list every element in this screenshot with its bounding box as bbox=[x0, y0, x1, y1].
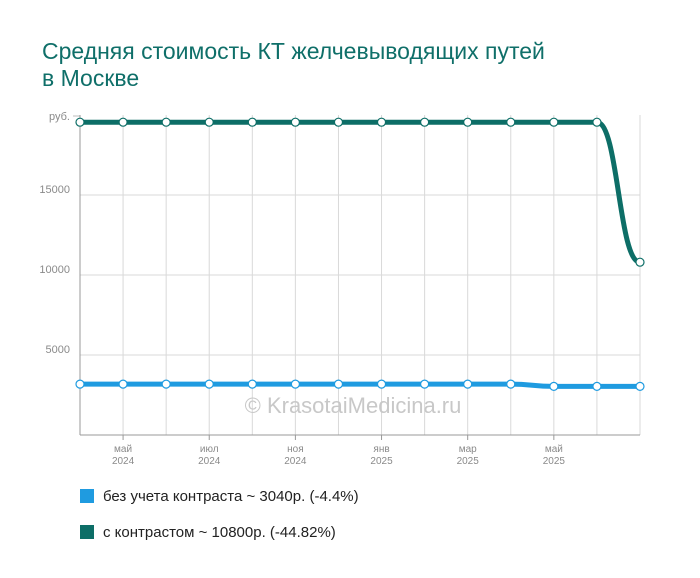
data-point bbox=[463, 379, 473, 389]
watermark: © KrasotaiMedicina.ru bbox=[245, 393, 462, 418]
x-tick-label-month: май bbox=[114, 444, 132, 455]
data-point bbox=[118, 379, 128, 389]
legend-swatch bbox=[80, 525, 94, 539]
chart-title-line-1: Средняя стоимость КТ желчевыводящих путе… bbox=[42, 38, 545, 64]
data-point bbox=[290, 117, 300, 127]
data-point bbox=[506, 379, 516, 389]
data-point bbox=[75, 117, 85, 127]
x-tick-label-month: ноя bbox=[287, 444, 304, 455]
data-point bbox=[592, 381, 602, 391]
data-point bbox=[635, 257, 645, 267]
chart-title-line-2: в Москве bbox=[42, 65, 140, 91]
x-tick-label-month: май bbox=[545, 444, 563, 455]
data-point bbox=[420, 379, 430, 389]
data-point bbox=[161, 379, 171, 389]
data-point bbox=[333, 379, 344, 389]
data-point bbox=[463, 117, 473, 127]
x-tick-label-year: 2025 bbox=[370, 456, 393, 467]
data-point bbox=[204, 379, 214, 389]
data-point bbox=[549, 117, 559, 127]
data-point bbox=[420, 117, 430, 127]
x-tick-label-year: 2025 bbox=[457, 456, 480, 467]
legend-swatch bbox=[80, 489, 94, 503]
data-point bbox=[333, 117, 344, 127]
x-tick-label-year: 2025 bbox=[543, 456, 566, 467]
y-unit-label: руб. bbox=[49, 111, 70, 123]
data-point bbox=[549, 381, 559, 391]
data-point bbox=[247, 379, 257, 389]
y-tick-label: 15000 bbox=[39, 184, 70, 196]
x-tick-label-year: 2024 bbox=[198, 456, 221, 467]
series-line-0 bbox=[77, 381, 643, 389]
x-tick-label-month: янв bbox=[373, 444, 389, 455]
legend: без учета контраста ~ 3040р. (-4.4%) с к… bbox=[80, 486, 359, 558]
legend-item-with-contrast[interactable]: с контрастом ~ 10800р. (-44.82%) bbox=[80, 522, 359, 542]
data-point bbox=[118, 117, 128, 127]
x-tick-label-month: июл bbox=[200, 444, 219, 455]
data-point bbox=[592, 117, 602, 127]
data-point bbox=[75, 379, 85, 389]
data-point bbox=[290, 379, 300, 389]
chart-series bbox=[75, 117, 645, 391]
data-point bbox=[204, 117, 214, 127]
series-line-1 bbox=[77, 119, 643, 265]
chart-title: Средняя стоимость КТ желчевыводящих путе… bbox=[42, 38, 662, 92]
y-tick-label: 5000 bbox=[46, 344, 70, 356]
data-point bbox=[376, 379, 387, 389]
y-tick-label: 10000 bbox=[39, 264, 70, 276]
data-point bbox=[506, 117, 516, 127]
data-point bbox=[161, 117, 171, 127]
legend-item-no-contrast[interactable]: без учета контраста ~ 3040р. (-4.4%) bbox=[80, 486, 359, 506]
legend-label: с контрастом ~ 10800р. (-44.82%) bbox=[103, 523, 336, 541]
data-point bbox=[247, 117, 257, 127]
x-tick-label-year: 2024 bbox=[284, 456, 307, 467]
x-tick-label-year: 2024 bbox=[112, 456, 135, 467]
data-point bbox=[635, 381, 645, 391]
legend-label: без учета контраста ~ 3040р. (-4.4%) bbox=[103, 487, 359, 505]
data-point bbox=[376, 117, 387, 127]
x-tick-label-month: мар bbox=[459, 444, 477, 455]
